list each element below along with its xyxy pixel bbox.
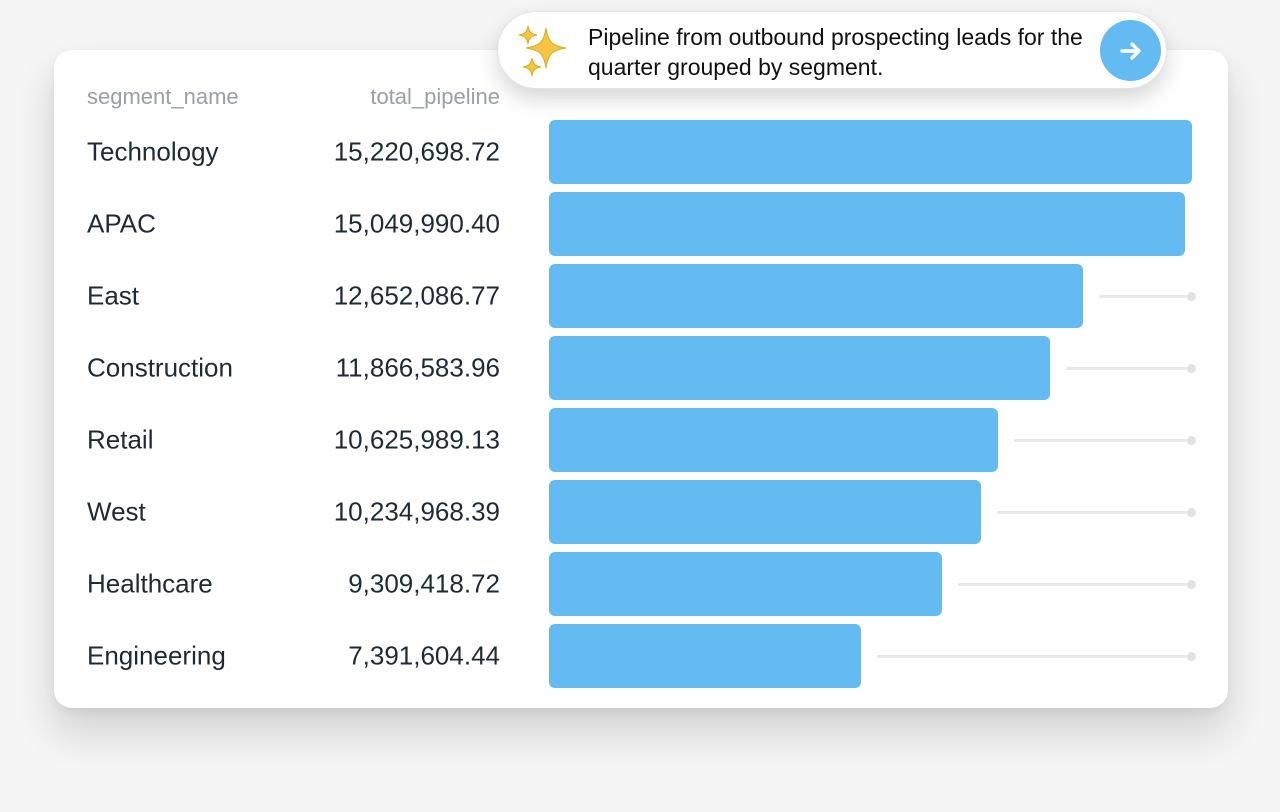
pipeline-bar[interactable] <box>549 408 998 472</box>
segment-name-cell: Technology <box>87 136 219 167</box>
pipeline-bar[interactable] <box>549 192 1185 256</box>
pipeline-bar[interactable] <box>549 264 1083 328</box>
results-card: segment_name total_pipeline Technology 15… <box>54 50 1228 708</box>
total-pipeline-cell: 9,309,418.72 <box>348 568 500 599</box>
column-header-total-pipeline[interactable]: total_pipeline <box>370 84 500 109</box>
segment-name-cell: Healthcare <box>87 568 213 599</box>
bar-track <box>1014 439 1192 442</box>
segment-name-cell: APAC <box>87 208 156 239</box>
table-row[interactable]: Construction 11,866,583.96 <box>54 336 1228 400</box>
prompt-bar: Pipeline from outbound prospecting leads… <box>497 11 1167 89</box>
bar-track-end <box>1187 508 1196 517</box>
table-row[interactable]: APAC 15,049,990.40 <box>54 192 1228 256</box>
bar-track-end <box>1187 652 1196 661</box>
total-pipeline-cell: 15,220,698.72 <box>333 136 500 167</box>
bar-track-end <box>1187 436 1196 445</box>
total-pipeline-cell: 10,234,968.39 <box>333 496 500 527</box>
table-row[interactable]: Engineering 7,391,604.44 <box>54 624 1228 688</box>
bar-track <box>1066 367 1192 370</box>
segment-name-cell: East <box>87 280 140 311</box>
segment-name-cell: Engineering <box>87 640 226 671</box>
bar-track <box>997 511 1192 514</box>
arrow-right-icon <box>1119 41 1141 60</box>
table-row[interactable]: East 12,652,086.77 <box>54 264 1228 328</box>
prompt-text[interactable]: Pipeline from outbound prospecting leads… <box>588 24 1083 80</box>
table-row[interactable]: Healthcare 9,309,418.72 <box>54 552 1228 616</box>
segment-name-cell: Construction <box>87 352 233 383</box>
sparkles-icon <box>518 25 567 77</box>
total-pipeline-cell: 12,652,086.77 <box>333 280 500 311</box>
segment-name-cell: Retail <box>87 424 154 455</box>
pipeline-bar[interactable] <box>549 480 981 544</box>
column-header-segment-name[interactable]: segment_name <box>87 84 239 109</box>
total-pipeline-cell: 15,049,990.40 <box>333 208 500 239</box>
table-row[interactable]: West 10,234,968.39 <box>54 480 1228 544</box>
bar-track-end <box>1187 292 1196 301</box>
table-row[interactable]: Technology 15,220,698.72 <box>54 120 1228 184</box>
bar-track <box>877 655 1192 658</box>
pipeline-bar[interactable] <box>549 336 1050 400</box>
segment-name-cell: West <box>87 496 146 527</box>
bar-track-end <box>1187 364 1196 373</box>
pipeline-bar[interactable] <box>549 120 1192 184</box>
table-row[interactable]: Retail 10,625,989.13 <box>54 408 1228 472</box>
total-pipeline-cell: 11,866,583.96 <box>335 352 500 383</box>
pipeline-bar[interactable] <box>549 624 861 688</box>
total-pipeline-cell: 7,391,604.44 <box>348 640 500 671</box>
total-pipeline-cell: 10,625,989.13 <box>333 424 500 455</box>
bar-track <box>958 583 1192 586</box>
bar-track <box>1099 295 1192 298</box>
pipeline-bar[interactable] <box>549 552 942 616</box>
bar-track-end <box>1187 580 1196 589</box>
submit-button[interactable] <box>1100 20 1161 81</box>
